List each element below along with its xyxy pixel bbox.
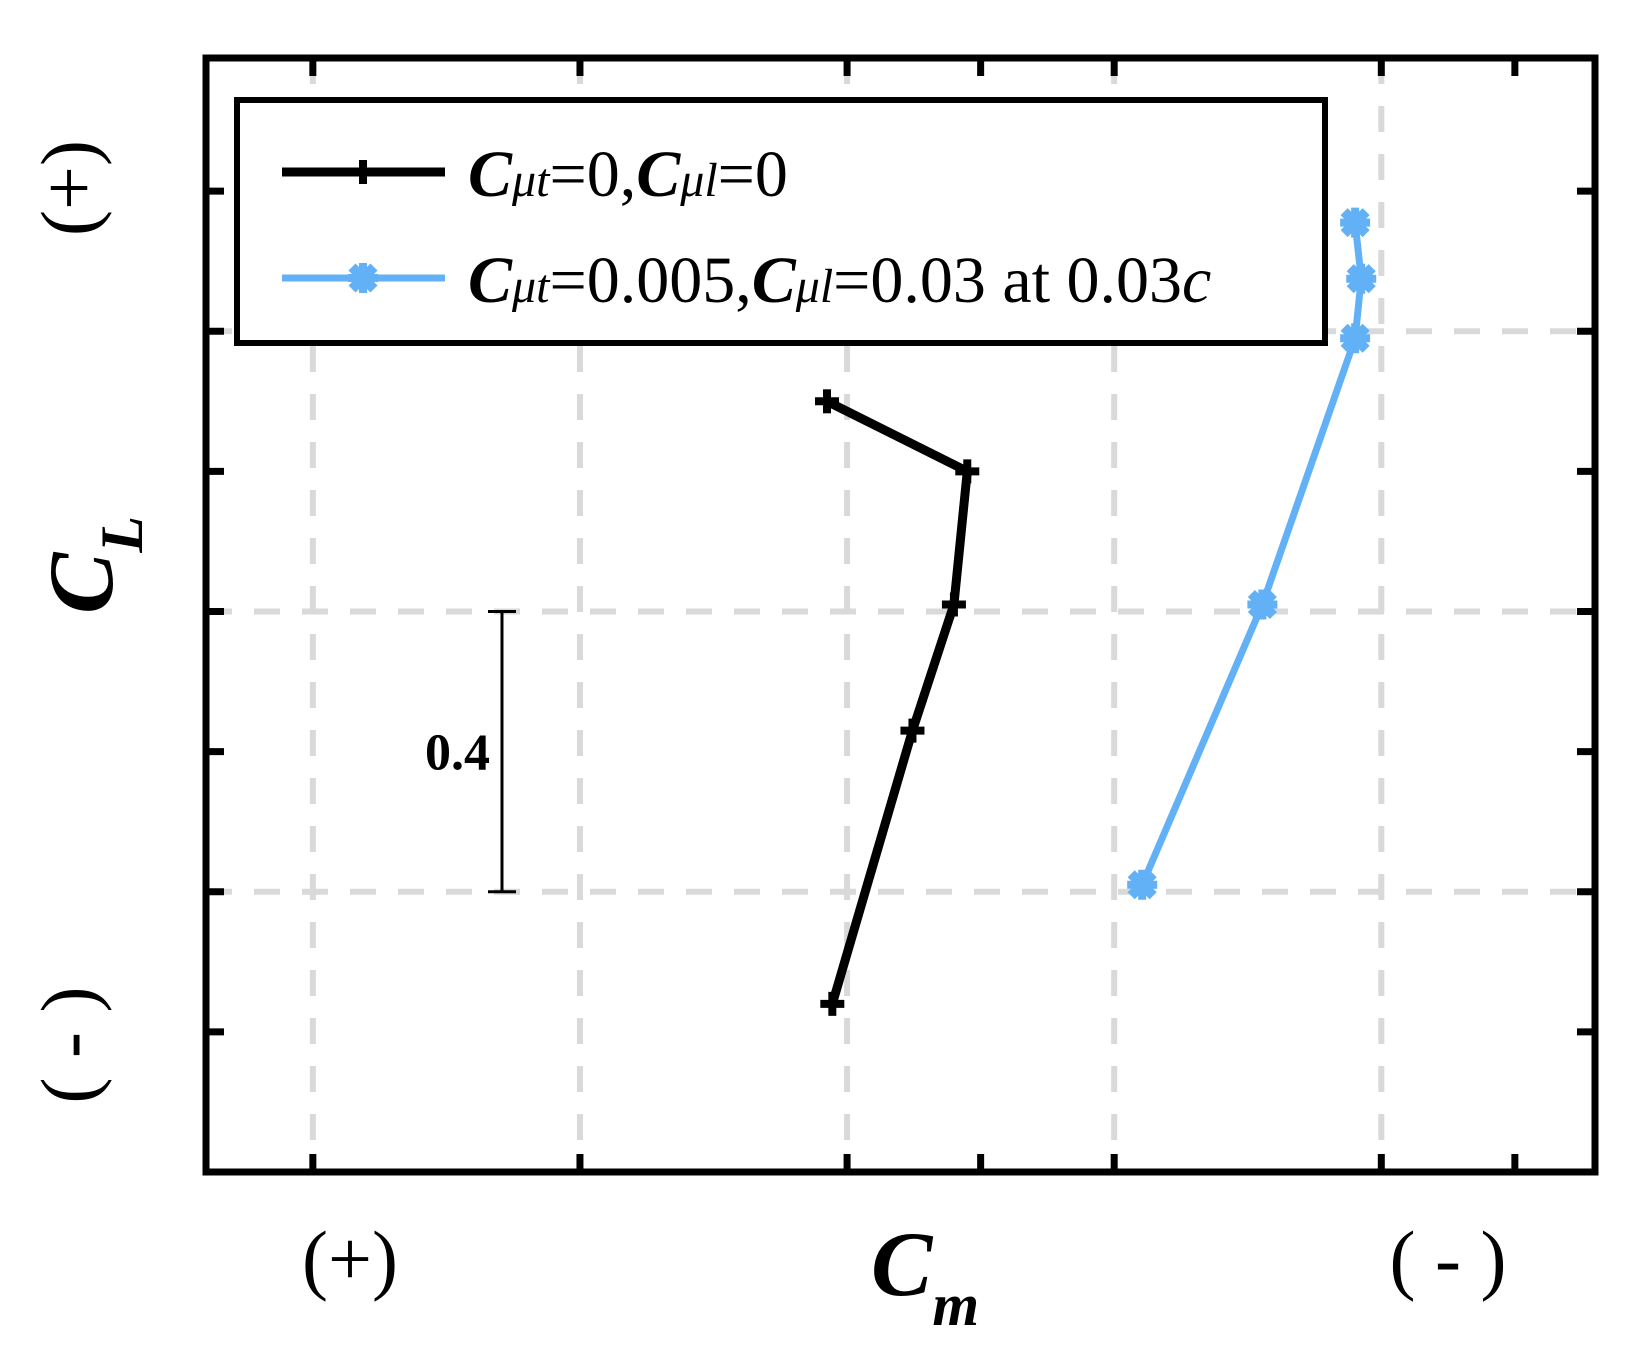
legend-label-1-part-6: c [1182, 244, 1211, 317]
legend-swatch-marker-1 [348, 263, 378, 293]
plot-frame [202, 54, 1599, 1176]
series-0-point-0 [814, 389, 839, 414]
x-axis-title: Cm [871, 1213, 979, 1338]
y-axis-title-sub: L [89, 516, 155, 554]
series-1-point-4 [1340, 207, 1371, 238]
y-axis-bottom-label: ( - ) [25, 987, 112, 1104]
series-1-point-1 [1247, 589, 1278, 620]
legend-label-0: Cμt=0,Cμl=0 [468, 138, 788, 211]
x-axis-title-sub: m [932, 1272, 979, 1338]
legend-label-1-part-5: =0.03 at 0.03 [833, 244, 1182, 317]
legend-label-1-part-0: C [468, 244, 513, 317]
legend-label-1-part-4: μl [795, 260, 833, 313]
series-1-point-2 [1340, 323, 1371, 354]
series-1-point-0 [1127, 869, 1158, 900]
scale-bar: 0.4 [425, 609, 516, 894]
x-axis-title-main: C [871, 1213, 934, 1315]
legend-label-1-part-1: μt [511, 260, 551, 313]
series-0-point-3 [900, 718, 925, 743]
legend-label-1-part-3: C [752, 244, 797, 317]
x-axis-right-label: ( - ) [1390, 1215, 1507, 1302]
scale-bar-label: 0.4 [425, 725, 490, 782]
legend-label-0-part-0: C [468, 138, 513, 211]
legend-label-0-part-1: μt [511, 154, 551, 207]
x-axis-left-label: (+) [302, 1215, 398, 1302]
legend-box [234, 97, 1328, 346]
y-axis-top-label: (+) [25, 140, 112, 236]
series-0-point-2 [941, 592, 966, 617]
series-0-point-4 [820, 991, 845, 1016]
legend-label-0-part-4: μl [679, 154, 717, 207]
series-1-point-3 [1346, 263, 1377, 294]
legend-label-0-part-3: C [636, 138, 681, 211]
legend-label-1: Cμt=0.005,Cμl=0.03 at 0.03c [468, 244, 1211, 317]
series-0-point-1 [955, 459, 980, 484]
legend-label-1-part-2: =0.005, [549, 244, 751, 317]
series-layer [814, 207, 1377, 1016]
legend-label-0-part-5: =0 [718, 138, 788, 211]
y-axis-title: CL [30, 516, 155, 614]
y-axis-title-main: C [30, 551, 132, 614]
legend-label-0-part-2: =0, [549, 138, 636, 211]
legend-swatch-marker-0 [351, 160, 375, 184]
